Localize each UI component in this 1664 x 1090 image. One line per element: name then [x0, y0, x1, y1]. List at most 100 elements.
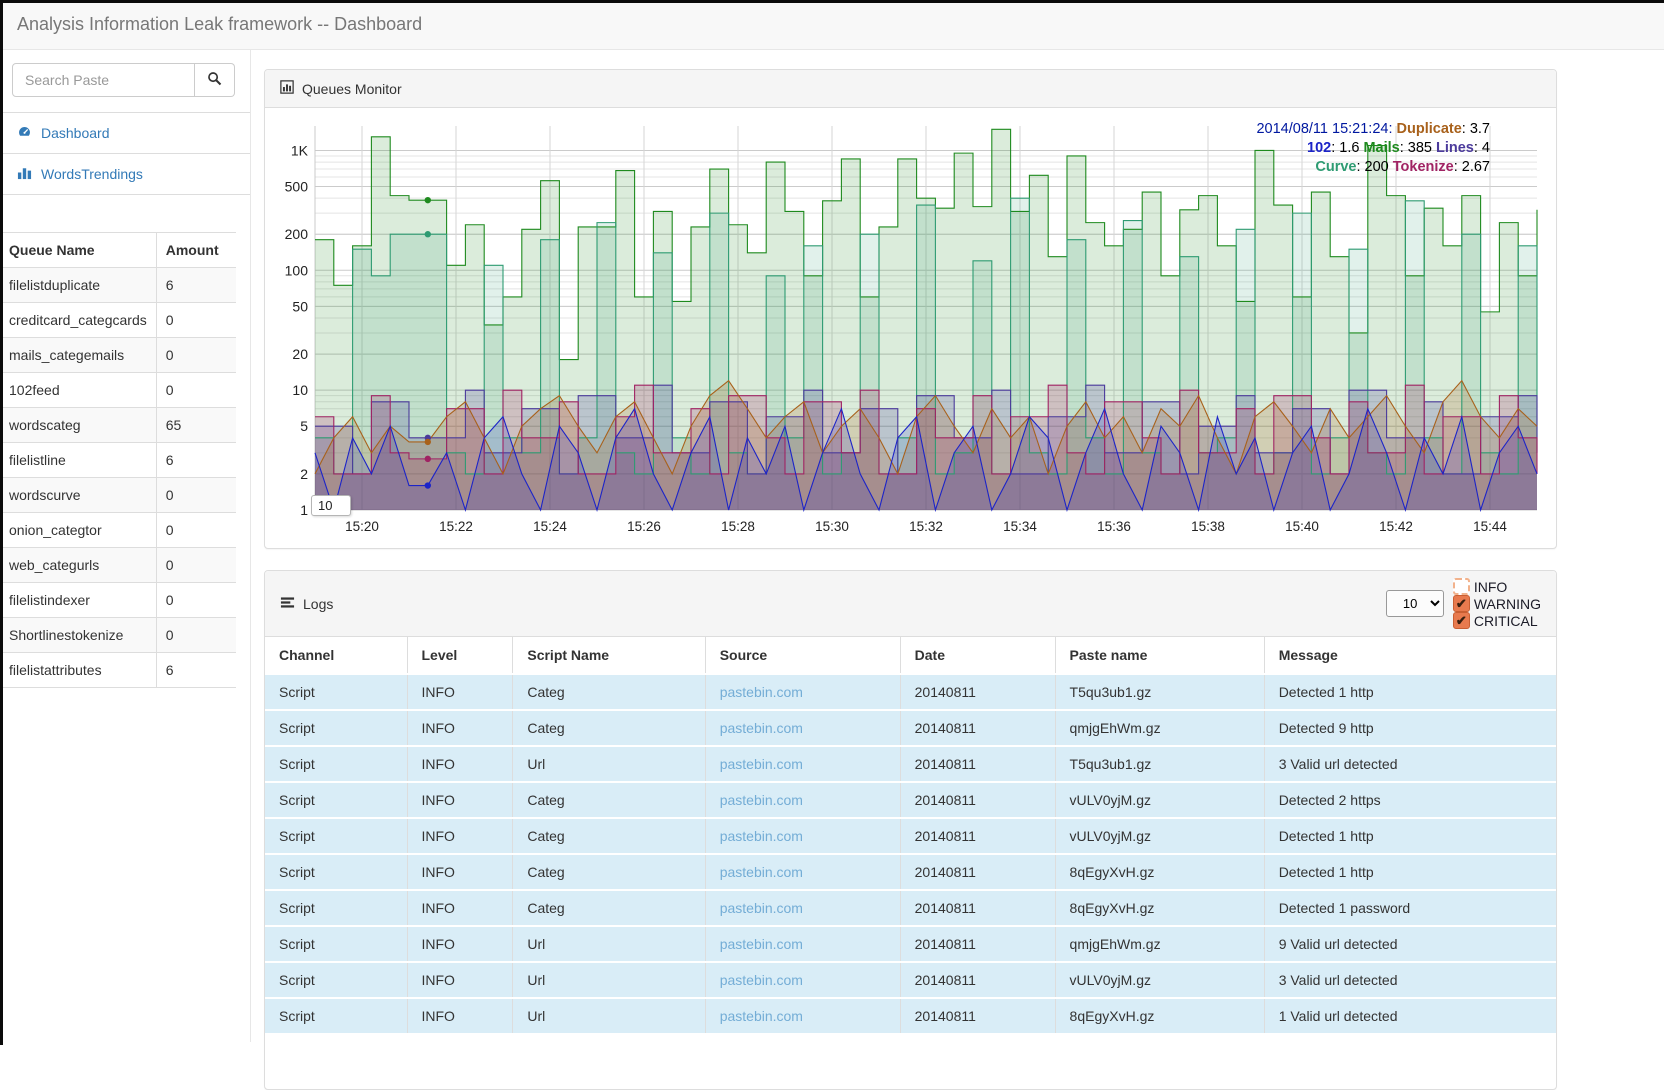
log-cell-source: pastebin.com	[704, 673, 901, 710]
checked-checkbox-icon[interactable]: ✔	[1452, 595, 1470, 612]
log-cell-channel: Script	[265, 781, 407, 818]
svg-text:15:26: 15:26	[627, 519, 661, 534]
svg-text:2: 2	[300, 466, 308, 482]
column-header-level: Level	[406, 637, 513, 675]
queue-amount-cell: 0	[156, 617, 236, 653]
navbar: Analysis Information Leak framework -- D…	[0, 0, 1664, 50]
source-link[interactable]: pastebin.com	[719, 936, 803, 952]
queue-row: filelistduplicate 6	[0, 267, 236, 303]
source-link[interactable]: pastebin.com	[719, 864, 803, 880]
queue-name-cell: filelistline	[0, 442, 157, 478]
log-cell-paste-name: vULV0yjM.gz	[1054, 961, 1265, 998]
log-row: Script INFO Categ pastebin.com 20140811 vULV0…	[265, 817, 1556, 854]
queue-name-cell: filelistattributes	[0, 652, 157, 688]
queue-name-cell: Shortlinestokenize	[0, 617, 157, 653]
log-row: Script INFO Url pastebin.com 20140811 vULV0yj…	[265, 961, 1556, 998]
svg-text:5: 5	[300, 418, 308, 434]
queue-name-cell: filelistindexer	[0, 582, 157, 618]
log-cell-script-name: Url	[512, 997, 706, 1033]
log-cell-level: INFO	[406, 817, 513, 854]
log-row: Script INFO Categ pastebin.com 20140811 8qEgy…	[265, 853, 1556, 890]
sidebar-item-label: WordsTrendings	[41, 166, 143, 182]
svg-text:15:38: 15:38	[1191, 519, 1225, 534]
log-cell-message: 9 Valid url detected	[1263, 925, 1556, 962]
queue-amount-cell: 0	[156, 372, 236, 408]
queue-row: filelistattributes 6	[0, 652, 236, 688]
log-cell-paste-name: 8qEgyXvH.gz	[1054, 889, 1265, 926]
source-link[interactable]: pastebin.com	[719, 828, 803, 844]
log-cell-date: 20140811	[899, 817, 1056, 854]
source-link[interactable]: pastebin.com	[719, 1008, 803, 1024]
svg-text:15:32: 15:32	[909, 519, 943, 534]
source-link[interactable]: pastebin.com	[719, 756, 803, 772]
log-cell-paste-name: T5qu3ub1.gz	[1054, 745, 1265, 782]
sidebar-item-label: Dashboard	[41, 125, 110, 141]
unchecked-checkbox-icon[interactable]	[1452, 578, 1470, 595]
chart-panel-icon	[280, 80, 294, 97]
search-icon	[207, 71, 222, 89]
queues-table: Queue Name Amount filelistduplicate 6 cred…	[0, 232, 236, 688]
log-cell-date: 20140811	[899, 853, 1056, 890]
search-button[interactable]	[195, 63, 235, 97]
log-cell-date: 20140811	[899, 673, 1056, 710]
log-cell-source: pastebin.com	[704, 889, 901, 926]
queue-row: wordscurve 0	[0, 477, 236, 513]
source-link[interactable]: pastebin.com	[719, 792, 803, 808]
svg-text:15:30: 15:30	[815, 519, 849, 534]
source-link[interactable]: pastebin.com	[719, 972, 803, 988]
log-cell-script-name: Categ	[512, 889, 706, 926]
log-cell-channel: Script	[265, 709, 407, 746]
column-header-amount: Amount	[156, 232, 236, 268]
svg-text:15:40: 15:40	[1285, 519, 1319, 534]
logs-table: Channel Level Script Name Source Date Paste n…	[265, 637, 1556, 1033]
queue-row: wordscateg 65	[0, 407, 236, 443]
source-link[interactable]: pastebin.com	[719, 720, 803, 736]
log-cell-script-name: Url	[512, 961, 706, 998]
filter-warning[interactable]: ✔ WARNING	[1452, 595, 1541, 612]
queue-name-cell: mails_categemails	[0, 337, 157, 373]
svg-text:1K: 1K	[291, 142, 309, 158]
source-link[interactable]: pastebin.com	[719, 684, 803, 700]
filter-label: WARNING	[1473, 595, 1541, 612]
log-cell-message: 1 Valid url detected	[1263, 997, 1556, 1033]
log-row: Script INFO Url pastebin.com 20140811 T5qu3ub…	[265, 745, 1556, 782]
svg-text:15:20: 15:20	[345, 519, 379, 534]
svg-text:1: 1	[300, 502, 308, 518]
svg-text:15:28: 15:28	[721, 519, 755, 534]
queues-monitor-panel: Queues Monitor 1 2 5 10 20 50 100 200 500 1K 15:20…	[264, 69, 1557, 549]
log-cell-source: pastebin.com	[704, 853, 901, 890]
log-cell-level: INFO	[406, 709, 513, 746]
queue-amount-cell: 0	[156, 477, 236, 513]
log-cell-source: pastebin.com	[704, 925, 901, 962]
log-cell-channel: Script	[265, 961, 407, 998]
queue-amount-cell: 0	[156, 337, 236, 373]
queue-name-cell: web_categurls	[0, 547, 157, 583]
queue-row: Shortlinestokenize 0	[0, 617, 236, 653]
svg-text:20: 20	[292, 346, 308, 362]
log-row: Script INFO Categ pastebin.com 20140811 T5qu3…	[265, 673, 1556, 710]
filter-critical[interactable]: ✔ CRITICAL	[1452, 612, 1541, 629]
svg-text:15:24: 15:24	[533, 519, 567, 534]
queue-name-cell: 102feed	[0, 372, 157, 408]
log-cell-level: INFO	[406, 745, 513, 782]
logs-heading: Logs 10 INFO ✔ WARNING ✔ CRITICAL	[265, 571, 1556, 637]
queue-amount-cell: 6	[156, 652, 236, 688]
page-size-select[interactable]: 10	[1385, 590, 1444, 617]
log-cell-level: INFO	[406, 889, 513, 926]
checked-checkbox-icon[interactable]: ✔	[1452, 612, 1470, 629]
sidebar-item-dashboard[interactable]: Dashboard	[0, 112, 250, 153]
queue-amount-cell: 0	[156, 302, 236, 338]
log-cell-message: Detected 1 http	[1263, 673, 1556, 710]
log-cell-source: pastebin.com	[704, 961, 901, 998]
search-input[interactable]	[12, 63, 195, 97]
sidebar-item-wordstrendings[interactable]: WordsTrendings	[0, 153, 250, 195]
queue-row: filelistindexer 0	[0, 582, 236, 618]
source-link[interactable]: pastebin.com	[719, 900, 803, 916]
bar-chart-icon	[17, 165, 32, 183]
log-cell-level: INFO	[406, 853, 513, 890]
roll-period-input[interactable]: 10	[311, 495, 351, 516]
queue-name-cell: filelistduplicate	[0, 267, 157, 303]
filter-label: CRITICAL	[1473, 612, 1538, 629]
filter-info[interactable]: INFO	[1452, 578, 1541, 595]
column-header-channel: Channel	[265, 637, 407, 675]
